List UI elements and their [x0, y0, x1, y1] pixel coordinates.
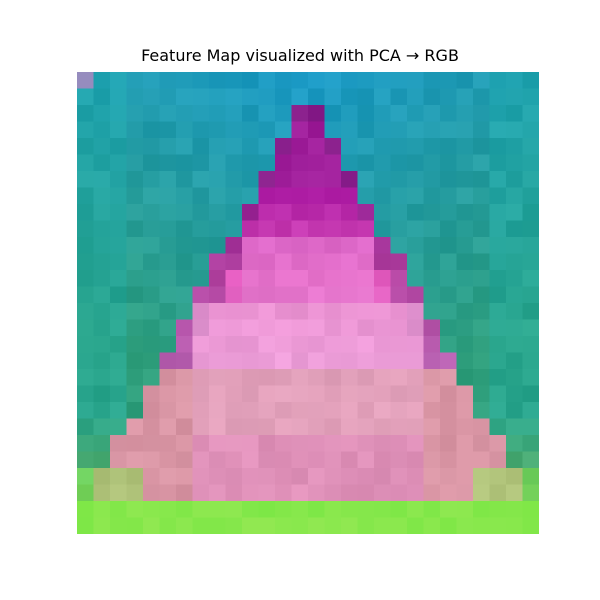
feature-map-image [77, 72, 539, 534]
figure-title: Feature Map visualized with PCA → RGB [0, 46, 600, 65]
